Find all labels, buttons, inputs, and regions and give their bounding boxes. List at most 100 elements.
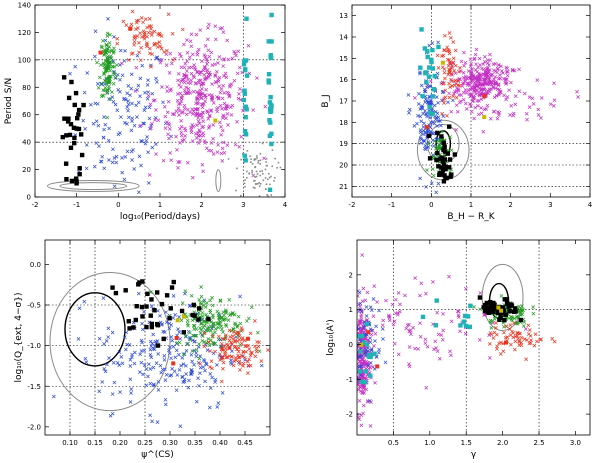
point-magenta bbox=[396, 291, 401, 295]
point-blue bbox=[209, 326, 214, 331]
point-highlight bbox=[245, 336, 250, 341]
point-cyan bbox=[366, 354, 372, 359]
point-magenta bbox=[463, 74, 468, 79]
point-red bbox=[443, 76, 447, 81]
point-magenta bbox=[201, 119, 206, 124]
point-blue bbox=[51, 394, 56, 399]
point-magenta bbox=[380, 323, 385, 328]
point-black bbox=[76, 107, 82, 113]
point-black bbox=[171, 279, 176, 285]
point-gray bbox=[254, 176, 256, 178]
point-magenta bbox=[188, 39, 193, 44]
point-black bbox=[509, 302, 514, 307]
point-magenta bbox=[177, 52, 182, 56]
point-blue bbox=[77, 306, 82, 311]
point-blue bbox=[111, 147, 115, 152]
point-blue bbox=[111, 360, 116, 365]
point-red bbox=[516, 336, 521, 341]
point-green bbox=[216, 321, 220, 326]
point-cyan bbox=[422, 46, 428, 51]
point-green bbox=[202, 330, 207, 334]
point-gray bbox=[254, 179, 256, 182]
point-blue bbox=[357, 364, 362, 369]
point-gray bbox=[276, 166, 278, 169]
point-red bbox=[224, 355, 229, 360]
point-blue bbox=[229, 358, 233, 363]
point-blue bbox=[110, 392, 115, 396]
point-red bbox=[223, 336, 228, 341]
point-magenta bbox=[191, 74, 196, 78]
point-cyan bbox=[241, 62, 247, 67]
point-magenta bbox=[434, 346, 438, 350]
point-red bbox=[504, 324, 509, 329]
point-blue bbox=[364, 305, 369, 309]
point-blue bbox=[151, 382, 156, 387]
point-magenta bbox=[465, 76, 469, 81]
point-gray bbox=[258, 181, 261, 184]
point-gray bbox=[240, 158, 242, 161]
point-blue bbox=[429, 181, 434, 186]
point-green bbox=[488, 318, 493, 323]
point-green bbox=[200, 314, 205, 319]
point-magenta bbox=[413, 96, 417, 100]
point-blue bbox=[137, 154, 142, 159]
point-blue bbox=[418, 176, 422, 181]
point-cyan bbox=[427, 110, 433, 116]
point-magenta bbox=[491, 86, 496, 90]
point-gray bbox=[264, 168, 267, 171]
point-magenta bbox=[489, 73, 494, 78]
point-magenta bbox=[187, 55, 192, 60]
point-magenta bbox=[508, 113, 512, 117]
point-cyan bbox=[269, 141, 274, 147]
point-red bbox=[145, 25, 149, 30]
point-green bbox=[187, 330, 192, 335]
point-green bbox=[449, 148, 454, 153]
point-magenta bbox=[195, 52, 200, 57]
point-red bbox=[266, 348, 270, 352]
contour bbox=[64, 292, 126, 367]
point-magenta bbox=[357, 417, 362, 422]
point-black bbox=[441, 162, 447, 168]
point-magenta bbox=[407, 345, 412, 349]
y-tick-label: 13 bbox=[339, 12, 348, 20]
point-red bbox=[138, 58, 143, 63]
point-red bbox=[259, 359, 264, 363]
point-red bbox=[494, 321, 498, 325]
point-red bbox=[144, 41, 149, 45]
point-blue bbox=[117, 363, 122, 368]
point-magenta bbox=[166, 99, 171, 104]
point-magenta bbox=[209, 108, 214, 112]
point-cyan bbox=[244, 73, 250, 78]
point-magenta bbox=[190, 139, 195, 143]
point-magenta bbox=[219, 87, 224, 92]
point-green bbox=[215, 309, 220, 314]
point-black bbox=[495, 310, 501, 315]
point-magenta bbox=[509, 103, 514, 108]
point-red bbox=[219, 379, 224, 384]
point-green bbox=[185, 342, 189, 346]
point-magenta bbox=[207, 70, 212, 75]
point-red bbox=[441, 53, 446, 58]
point-magenta bbox=[468, 64, 473, 69]
point-magenta bbox=[198, 28, 203, 32]
point-green bbox=[102, 48, 107, 52]
point-black bbox=[518, 317, 524, 323]
point-red bbox=[253, 354, 258, 359]
point-black bbox=[169, 285, 175, 290]
point-blue bbox=[126, 108, 130, 113]
contour bbox=[215, 169, 222, 193]
point-blue bbox=[146, 150, 150, 155]
point-red bbox=[136, 18, 141, 23]
point-magenta bbox=[220, 106, 224, 111]
point-magenta bbox=[226, 57, 231, 62]
point-magenta bbox=[497, 92, 501, 97]
point-blue bbox=[106, 335, 111, 339]
point-magenta bbox=[198, 138, 203, 142]
point-magenta bbox=[223, 71, 228, 76]
point-magenta bbox=[548, 102, 553, 107]
point-black bbox=[62, 116, 67, 121]
x-tick-label: 1.5 bbox=[461, 439, 472, 447]
point-magenta bbox=[413, 276, 418, 280]
point-black bbox=[447, 157, 453, 162]
point-black bbox=[481, 305, 486, 310]
